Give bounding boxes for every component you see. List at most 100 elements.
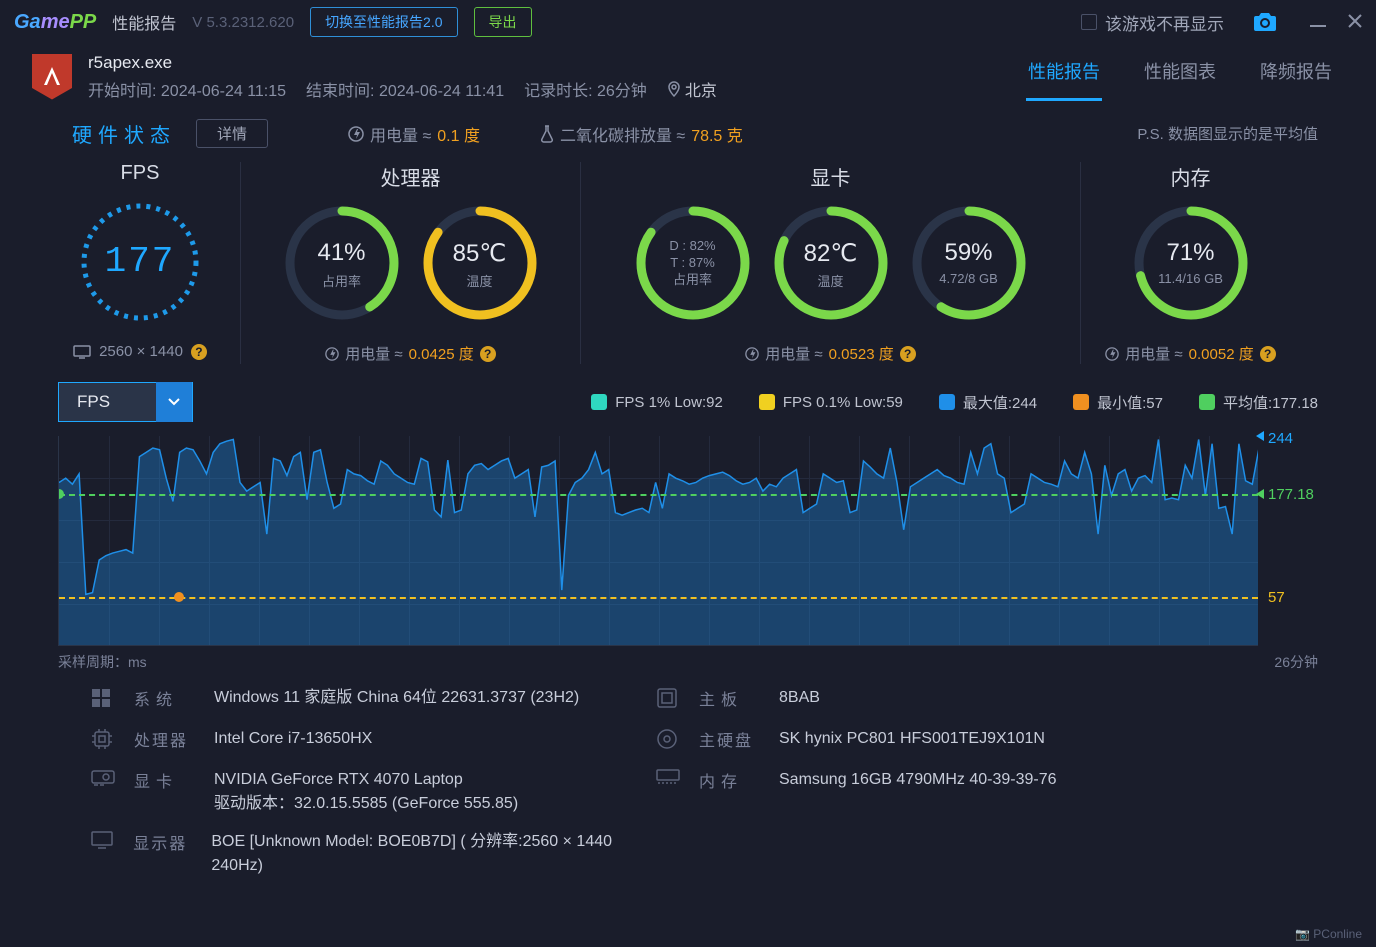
app-logo: GamePP (14, 11, 96, 34)
chart-ylabel-max: 244 (1268, 430, 1293, 447)
sys-gpu-driver: 驱动版本：32.0.15.5585 (GeForce 555.85) (214, 795, 518, 812)
tab-performance-chart[interactable]: 性能图表 (1142, 52, 1218, 101)
tab-performance-report[interactable]: 性能报告 (1026, 52, 1102, 101)
display-icon (90, 830, 117, 853)
titlebar-title: 性能报告 (112, 10, 176, 34)
windows-icon (90, 686, 118, 713)
chart-ylabel-avg: 177.18 (1268, 486, 1314, 503)
chart-axis-row: 采样周期：ms 26分钟 (58, 652, 1318, 672)
chart-legend: FPS 1% Low:92 FPS 0.1% Low:59 最大值:244 最小… (591, 392, 1318, 413)
sys-mem: 内存 Samsung 16GB 4790MHz 40-39-39-76 (655, 768, 1057, 792)
sys-gpu: 显卡 NVIDIA GeForce RTX 4070 Laptop驱动版本：32… (90, 768, 655, 816)
legend-low1-label: FPS 1% Low:92 (615, 394, 723, 411)
gpu-power-value: 0.0523 度 (829, 343, 894, 364)
minimize-icon[interactable] (1310, 14, 1326, 30)
sys-mem-value: Samsung 16GB 4790MHz 40-39-39-76 (779, 768, 1057, 792)
fps-title: FPS (40, 162, 240, 185)
gpu-vram-gauge: 59% 4.72/8 GB (909, 203, 1029, 323)
gpu-usage-gauge: D : 82% T : 87% 占用率 (633, 203, 753, 323)
help-icon[interactable]: ? (480, 346, 496, 362)
cpu-power-label: 用电量 ≈ (345, 343, 402, 364)
hardware-status-title: 硬件状态 (72, 119, 176, 148)
cpu-temp-gauge: 85℃温度 (420, 203, 540, 323)
gpu-vram-value: 59% (909, 239, 1029, 267)
legend-low1: FPS 1% Low:92 (591, 392, 723, 413)
cpu-section: 处理器 41%占用率 85℃温度 用电量 ≈ 0.0425 度 ? (240, 162, 580, 364)
location-value: 北京 (685, 77, 717, 101)
hw-note: P.S. 数据图显示的是平均值 (1137, 123, 1318, 144)
cpu-usage-label: 占用率 (282, 271, 402, 290)
help-icon[interactable]: ? (1260, 346, 1276, 362)
legend-max-label: 最大值:244 (963, 392, 1037, 413)
detail-button[interactable]: 详情 (196, 119, 268, 148)
sys-motherboard: 主板 8BAB (655, 686, 820, 713)
export-button[interactable]: 导出 (474, 7, 532, 37)
help-icon[interactable]: ? (900, 346, 916, 362)
gpu-temp-value: 82℃ (771, 239, 891, 268)
legend-min-label: 最小值:57 (1097, 392, 1163, 413)
sys-mb-label: 主板 (699, 686, 763, 710)
monitor-icon (73, 345, 91, 359)
start-time-label: 开始时间: (88, 83, 156, 100)
switch-report-button[interactable]: 切换至性能报告2.0 (310, 7, 457, 37)
gauges-panel: FPS 177 2560 × 1440 ? 处理器 41%占用率 85℃温度 用… (0, 148, 1376, 364)
mem-power: 用电量 ≈ 0.0052 度 ? (1081, 343, 1300, 364)
gpu-title: 显卡 (581, 162, 1080, 191)
disk-icon (655, 727, 683, 754)
fps-section: FPS 177 2560 × 1440 ? (40, 162, 240, 360)
mem-section: 内存 71%11.4/16 GB 用电量 ≈ 0.0052 度 ? (1080, 162, 1300, 364)
game-icon (32, 54, 72, 100)
help-icon[interactable]: ? (191, 344, 207, 360)
gpu-temp-gauge: 82℃ 温度 (771, 203, 891, 323)
co2-label: 二氧化碳排放量 ≈ (560, 122, 685, 146)
sys-disk: 主硬盘 SK hynix PC801 HFS001TEJ9X101N (655, 727, 1045, 754)
chart-ylabel-min: 57 (1268, 589, 1285, 606)
session-header: r5apex.exe 开始时间: 2024-06-24 11:15 结束时间: … (0, 44, 1376, 101)
sys-os-value: Windows 11 家庭版 China 64位 22631.3737 (23H… (214, 686, 579, 710)
watermark: 📷 PConline (1295, 927, 1362, 941)
legend-low01-label: FPS 0.1% Low:59 (783, 394, 903, 411)
hide-game-label: 该游戏不再显示 (1105, 10, 1224, 35)
gpu-usage-t: T : 87% (670, 255, 715, 270)
hide-game-checkbox[interactable]: 该游戏不再显示 (1081, 10, 1224, 35)
cpu-icon (90, 727, 118, 754)
legend-avg-label: 平均值:177.18 (1223, 392, 1318, 413)
bolt-icon (745, 347, 759, 361)
sys-os: 系统 Windows 11 家庭版 China 64位 22631.3737 (… (90, 686, 655, 713)
tab-throttle-report[interactable]: 降频报告 (1258, 52, 1334, 101)
close-icon[interactable] (1348, 14, 1362, 31)
fps-value: 177 (75, 241, 205, 282)
gpu-temp-label: 温度 (771, 271, 891, 290)
cpu-usage-gauge: 41% 占用率 (282, 203, 402, 323)
chevron-down-icon (156, 382, 192, 422)
gpu-icon (90, 768, 118, 791)
gpu-section: 显卡 D : 82%T : 87%占用率 82℃温度 59%4.72/8 GB … (580, 162, 1080, 364)
gpu-usage-d: D : 82% (669, 238, 715, 253)
cpu-usage-value: 41% (282, 239, 402, 267)
cpu-title: 处理器 (241, 162, 580, 191)
duration-label: 记录时长: (524, 83, 592, 100)
screenshot-icon[interactable] (1254, 13, 1276, 31)
report-tabs: 性能报告 性能图表 降频报告 (1026, 52, 1334, 101)
sys-cpu-label: 处理器 (134, 727, 198, 751)
bolt-icon (348, 126, 364, 142)
legend-max: 最大值:244 (939, 392, 1037, 413)
duration-value: 26分钟 (597, 83, 647, 100)
gpu-usage-label: 占用率 (673, 272, 712, 287)
bolt-icon (325, 347, 339, 361)
sys-disp-label: 显示器 (133, 830, 195, 854)
location: 北京 (667, 77, 717, 101)
chart-controls: FPS FPS 1% Low:92 FPS 0.1% Low:59 最大值:24… (0, 364, 1376, 422)
cpu-temp-value: 85℃ (420, 239, 540, 268)
memory-icon (655, 768, 683, 789)
chart-axis-right: 26分钟 (1274, 652, 1318, 672)
metric-dropdown[interactable]: FPS (58, 382, 193, 422)
sys-cpu: 处理器 Intel Core i7-13650HX (90, 727, 655, 754)
co2-value: 78.5 克 (691, 122, 743, 146)
sys-disk-value: SK hynix PC801 HFS001TEJ9X101N (779, 727, 1045, 751)
hardware-status-row: 硬件状态 详情 用电量 ≈ 0.1 度 二氧化碳排放量 ≈ 78.5 克 P.S… (0, 101, 1376, 148)
gpu-vram-label: 4.72/8 GB (909, 271, 1029, 286)
sys-disk-label: 主硬盘 (699, 727, 763, 751)
sys-gpu-value: NVIDIA GeForce RTX 4070 Laptop (214, 771, 463, 788)
gpu-power: 用电量 ≈ 0.0523 度 ? (581, 343, 1080, 364)
